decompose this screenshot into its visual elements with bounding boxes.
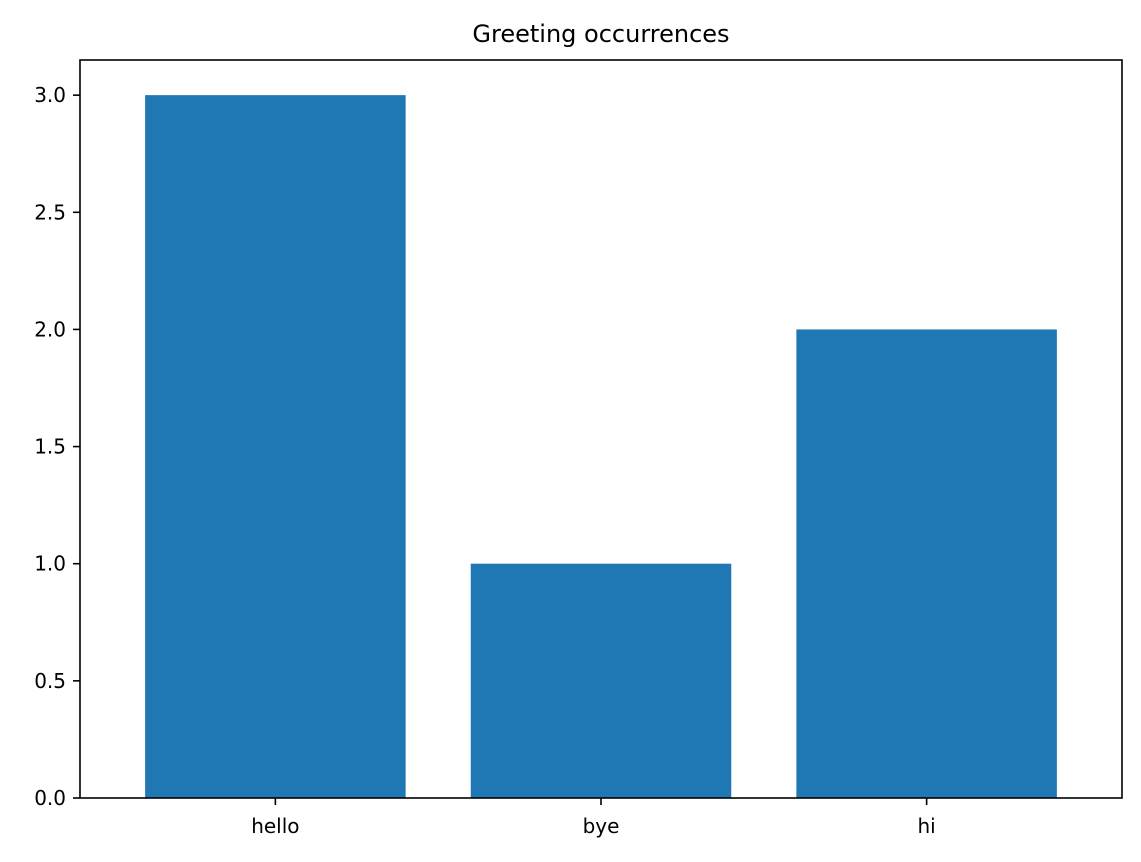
bar-bye <box>470 563 732 798</box>
y-tick-label: 2.5 <box>34 200 66 224</box>
y-tick-label: 0.0 <box>34 786 66 810</box>
y-tick-label: 1.5 <box>34 435 66 459</box>
x-tick-label: bye <box>583 814 620 838</box>
x-tick-label: hello <box>251 814 299 838</box>
bar-hello <box>145 95 406 798</box>
bars-layer <box>145 95 1057 798</box>
bar-hi <box>796 329 1057 798</box>
y-tick-label: 2.0 <box>34 317 66 341</box>
ticks-layer: hello bye hi 0.0 0.5 1.0 1.5 2.0 2.5 3.0 <box>34 83 936 838</box>
chart-title: Greeting occurrences <box>472 20 729 48</box>
y-tick-label: 1.0 <box>34 552 66 576</box>
y-tick-label: 0.5 <box>34 669 66 693</box>
x-tick-label: hi <box>918 814 936 838</box>
axes-frame <box>79 59 1123 799</box>
y-tick-label: 3.0 <box>34 83 66 107</box>
